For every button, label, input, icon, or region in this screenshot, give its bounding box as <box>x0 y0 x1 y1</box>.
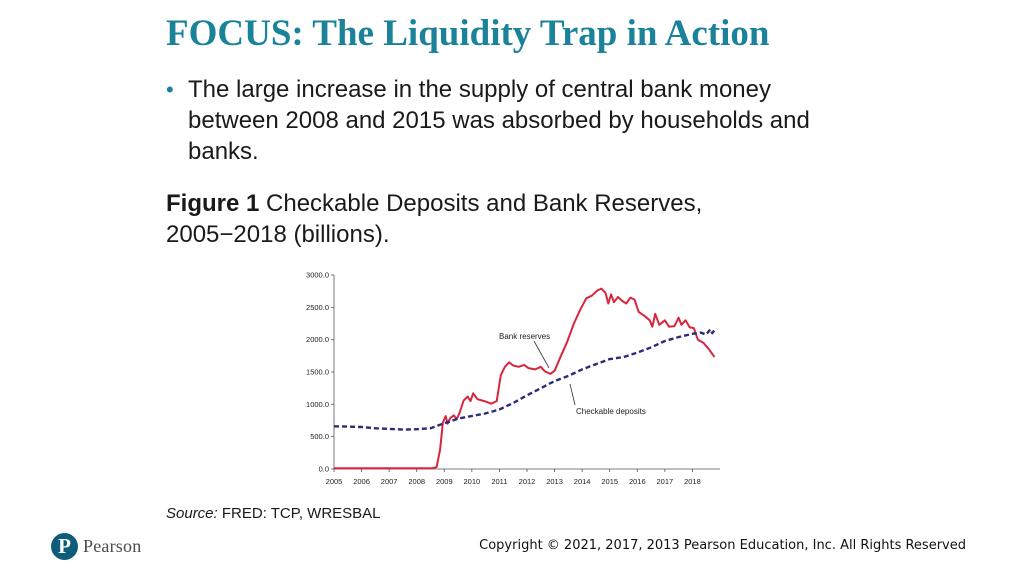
y-tick-label: 3000.0 <box>306 271 329 280</box>
x-tick-label: 2007 <box>381 477 398 486</box>
y-tick-label: 500.0 <box>310 432 329 441</box>
x-tick-label: 2012 <box>519 477 536 486</box>
x-tick-label: 2010 <box>464 477 481 486</box>
y-tick-label: 2500.0 <box>306 303 329 312</box>
pearson-logo: P Pearson <box>51 533 141 560</box>
slide-title: FOCUS: The Liquidity Trap in Action <box>166 13 770 54</box>
x-tick-label: 2014 <box>574 477 591 486</box>
y-tick-label: 2000.0 <box>306 335 329 344</box>
bullet-dot-icon: • <box>166 77 174 102</box>
y-tick-label: 1500.0 <box>306 368 329 377</box>
bullet-point: • The large increase in the supply of ce… <box>166 74 866 167</box>
y-tick-label: 0.0 <box>319 465 329 474</box>
source-text: FRED: TCP, WRESBAL <box>221 505 381 522</box>
checkable-deposits-leader-line <box>569 383 576 406</box>
copyright-notice: Copyright © 2021, 2017, 2013 Pearson Edu… <box>479 538 966 553</box>
x-tick-label: 2008 <box>408 477 425 486</box>
bullet-text: The large increase in the supply of cent… <box>188 76 810 165</box>
source-note: Source: FRED: TCP, WRESBAL <box>166 505 381 522</box>
pearson-wordmark: Pearson <box>83 536 142 556</box>
series-layer <box>333 287 717 470</box>
axes: 0.0 500.0 1000.0 1500.0 2000.0 2500.0 3000.0 20… <box>306 271 720 486</box>
figure-caption: Figure 1 Checkable Deposits and Bank Res… <box>166 188 766 250</box>
figure-label: Figure 1 <box>166 190 260 217</box>
x-tick-label: 2011 <box>491 477 507 486</box>
bank-reserves-leader-line <box>533 340 550 369</box>
x-tick-label: 2009 <box>436 477 453 486</box>
x-tick-label: 2013 <box>546 477 563 486</box>
line-chart: 0.0 500.0 1000.0 1500.0 2000.0 2500.0 3000.0 20… <box>306 271 720 486</box>
y-tick-label: 1000.0 <box>306 400 329 409</box>
pearson-logo-icon: P <box>51 533 78 560</box>
bank-reserves-annotation: Bank reserves <box>499 332 550 341</box>
bank-reserves-line <box>334 287 716 470</box>
x-tick-label: 2017 <box>657 477 674 486</box>
x-tick-label: 2015 <box>601 477 618 486</box>
x-tick-label: 2018 <box>684 477 701 486</box>
x-tick-label: 2005 <box>326 477 343 486</box>
checkable-deposits-line <box>333 327 717 431</box>
x-tick-label: 2016 <box>629 477 646 486</box>
source-label: Source: <box>166 505 218 522</box>
annotations: Bank reserves Checkable deposits <box>499 332 646 416</box>
checkable-deposits-annotation: Checkable deposits <box>576 407 646 416</box>
figure-caption-text: Checkable Deposits and Bank Reserves, 20… <box>166 190 703 248</box>
x-tick-label: 2006 <box>353 477 370 486</box>
